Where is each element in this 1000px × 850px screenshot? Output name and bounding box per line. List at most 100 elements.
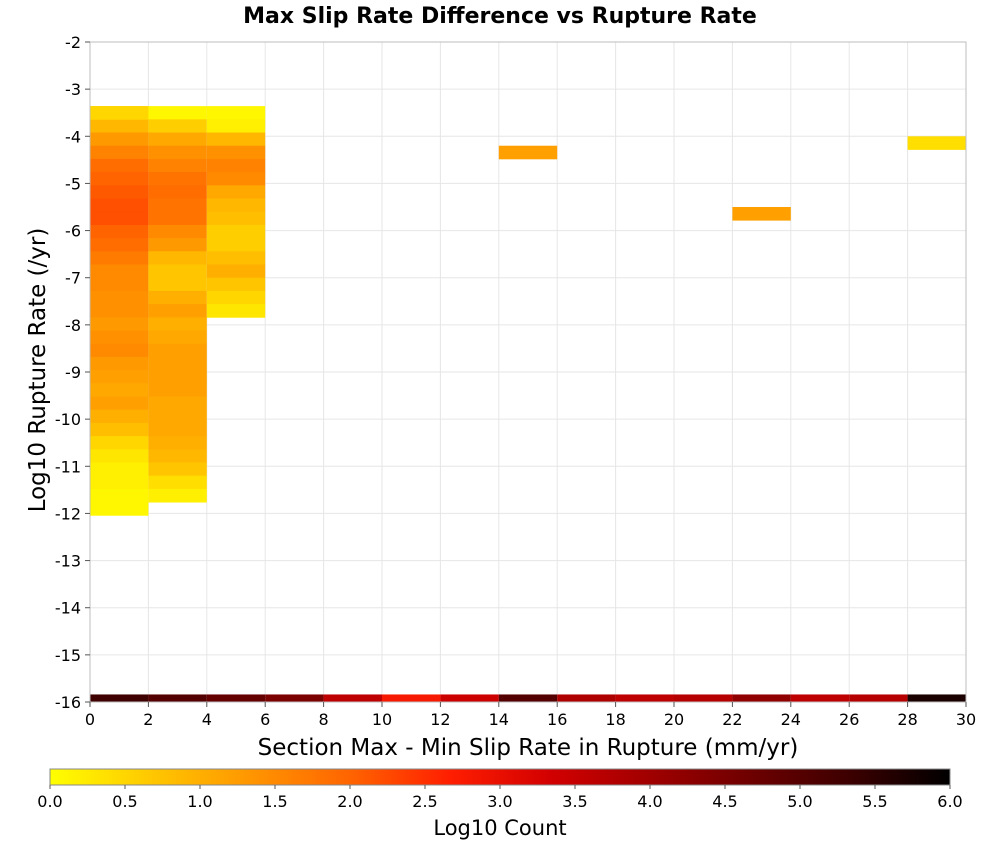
heatmap-cell <box>557 694 616 702</box>
heatmap-cell <box>148 119 207 133</box>
heatmap-cell <box>206 211 266 226</box>
y-tick-label: -10 <box>55 410 81 429</box>
heatmap-cell <box>265 694 324 702</box>
heatmap-cell <box>148 198 207 213</box>
y-tick-label: -5 <box>65 174 81 193</box>
heatmap-cell <box>498 145 558 160</box>
heatmap-cell <box>206 264 266 279</box>
x-tick-label: 8 <box>319 710 329 729</box>
colorbar-tick-label: 5.5 <box>862 792 887 811</box>
colorbar-tick-label: 3.5 <box>562 792 587 811</box>
heatmap-cell <box>732 207 791 221</box>
heatmap-cell <box>148 317 207 331</box>
heatmap-cell <box>148 330 207 345</box>
x-tick-label: 6 <box>260 710 270 729</box>
heatmap-cell <box>90 317 149 331</box>
heatmap-cell <box>206 198 266 213</box>
heatmap-cell <box>148 370 207 384</box>
heatmap-cell <box>90 132 149 147</box>
x-axis-label: Section Max - Min Slip Rate in Rupture (… <box>258 735 799 761</box>
heatmap-cell <box>206 172 266 186</box>
x-tick-label: 26 <box>839 710 859 729</box>
heatmap-cell <box>148 356 207 371</box>
heatmap-cell <box>148 409 207 424</box>
y-tick-label: -12 <box>55 504 81 523</box>
heatmap-cell <box>90 304 149 318</box>
y-tick-label: -4 <box>65 127 81 146</box>
x-tick-label: 28 <box>897 710 917 729</box>
heatmap-cell <box>90 251 149 265</box>
heatmap-cell <box>790 694 850 702</box>
heatmap-cell <box>148 475 207 490</box>
heatmap-cell <box>90 145 149 160</box>
heatmap-cell <box>90 370 149 384</box>
heatmap-cell <box>90 158 149 173</box>
heatmap-cell <box>90 356 149 371</box>
colorbar-tick-label: 0.0 <box>37 792 62 811</box>
heatmap-cell <box>206 158 266 173</box>
x-tick-label: 0 <box>85 710 95 729</box>
heatmap-cell <box>907 136 966 150</box>
x-tick-label: 24 <box>781 710 801 729</box>
colorbar-tick-label: 6.0 <box>937 792 962 811</box>
colorbar-tick-label: 2.0 <box>337 792 362 811</box>
heatmap-cell <box>90 330 149 345</box>
heatmap-cell <box>90 185 149 199</box>
heatmap-cell <box>90 238 149 252</box>
heatmap-cell <box>148 132 207 147</box>
heatmap-cell <box>206 145 266 160</box>
y-tick-label: -7 <box>65 269 81 288</box>
heatmap-cell <box>90 462 149 477</box>
y-axis-label: Log10 Rupture Rate (/yr) <box>25 228 51 513</box>
heatmap-cell <box>849 694 908 702</box>
heatmap-cell <box>148 264 207 279</box>
heatmap-cell <box>615 694 674 702</box>
colorbar-label: Log10 Count <box>433 816 566 840</box>
colorbar-tick-label: 3.0 <box>487 792 512 811</box>
x-tick-label: 4 <box>202 710 212 729</box>
heatmap-cell <box>148 211 207 226</box>
heatmap-cell <box>90 449 149 463</box>
heatmap-cell <box>148 383 207 397</box>
heatmap-cell <box>206 290 266 305</box>
x-tick-label: 2 <box>143 710 153 729</box>
heatmap-cell <box>148 422 207 437</box>
heatmap-cell <box>148 145 207 160</box>
heatmap-cell <box>148 277 207 292</box>
heatmap-cell <box>148 449 207 463</box>
heatmap-cell <box>90 694 149 702</box>
y-tick-label: -15 <box>55 646 81 665</box>
heatmap-cell <box>148 343 207 358</box>
heatmap-cell <box>148 238 207 252</box>
heatmap-cell <box>90 422 149 437</box>
colorbar-tick-label: 1.0 <box>187 792 212 811</box>
heatmap-cell <box>674 694 733 702</box>
heatmap-cell <box>148 158 207 173</box>
heatmap-cell <box>148 396 207 411</box>
heatmap-cell <box>206 119 266 133</box>
colorbar-tick-label: 4.0 <box>637 792 662 811</box>
heatmap-cell <box>90 119 149 133</box>
heatmap-cell <box>206 224 266 239</box>
heatmap-cell <box>90 409 149 424</box>
y-tick-label: -11 <box>55 457 81 476</box>
y-tick-label: -13 <box>55 552 81 571</box>
heatmap-cell <box>440 694 499 702</box>
colorbar-tick-label: 0.5 <box>112 792 137 811</box>
colorbar-tick-label: 1.5 <box>262 792 287 811</box>
heatmap-cell <box>498 694 558 702</box>
y-tick-label: -14 <box>55 599 81 618</box>
heatmap-cell <box>206 694 266 702</box>
heatmap-cell <box>90 290 149 305</box>
heatmap-cell <box>148 106 207 120</box>
heatmap-cell <box>90 264 149 279</box>
heatmap-cell <box>90 277 149 292</box>
heatmap-cell <box>206 251 266 265</box>
heatmap-cell <box>323 694 382 702</box>
heatmap-cell <box>90 343 149 358</box>
heatmap-cell <box>90 172 149 186</box>
colorbar-tick-label: 2.5 <box>412 792 437 811</box>
y-tick-label: -2 <box>65 33 81 52</box>
x-tick-label: 10 <box>372 710 392 729</box>
